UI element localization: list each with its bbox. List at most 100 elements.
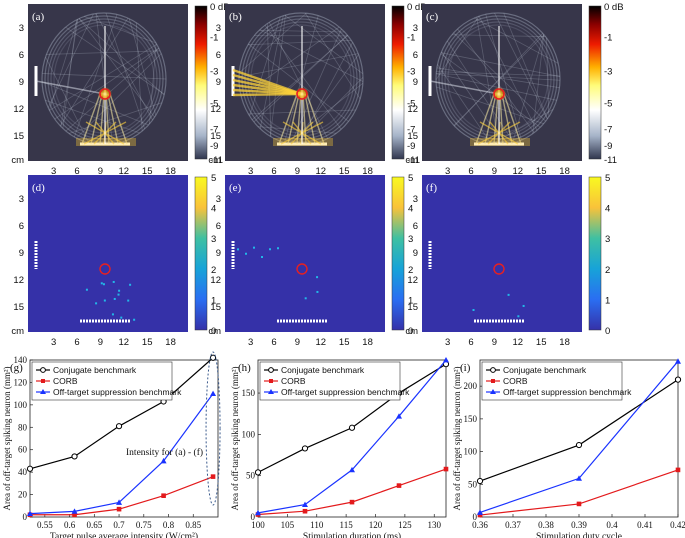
data-point <box>476 477 484 485</box>
data-point <box>396 413 402 419</box>
wave-ray <box>284 14 364 74</box>
map-ytick-label: 3 <box>413 23 418 34</box>
x-tick-label: 0.42 <box>670 520 685 530</box>
bottom-beam <box>107 93 119 145</box>
map-xtick-label: 9 <box>98 337 103 348</box>
legend-marker <box>269 379 273 383</box>
line-chart-h: 100 105 110 115 120 125 130 0 50 100 150 Stimulatio… <box>230 357 450 538</box>
map-ytick-label: 12 <box>210 104 221 115</box>
y-tick-label: 120 <box>14 377 28 387</box>
wave-ray <box>238 53 359 78</box>
wave-ray <box>457 28 535 133</box>
legend-box <box>481 361 623 401</box>
spike-colorbar <box>391 176 405 331</box>
legend-label: Off-target suppression benchmark <box>503 387 632 397</box>
spikemap-panel-f: (f) 5 4 3 2 1 0 <box>422 173 610 337</box>
target-circle <box>493 263 505 275</box>
spike-colorbar-tick: 5 <box>408 173 413 184</box>
legend-box <box>259 361 401 401</box>
panel-label: (a) <box>32 11 45 23</box>
y-tick-label: 0 <box>251 512 256 522</box>
map-xtick-label: 12 <box>513 166 524 177</box>
weak-beam <box>429 80 500 95</box>
map-ytick-label: 6 <box>19 221 24 232</box>
map-ytick-label: 6 <box>216 50 221 61</box>
data-point <box>396 483 402 488</box>
wave-ray <box>135 22 143 132</box>
spikemap-panel-e: (e) 5 4 3 2 1 0 <box>225 173 413 337</box>
data-point <box>576 501 582 507</box>
x-tick-label: 120 <box>369 520 383 530</box>
db-colorbar-tick: -7 <box>210 124 218 135</box>
wave-ray <box>259 15 284 129</box>
legend-marker <box>40 367 46 373</box>
bottom-beam <box>278 93 298 145</box>
x-axis-label: Target pulse average intensity (W/cm²) <box>50 531 198 538</box>
wave-ray <box>503 13 548 119</box>
x-tick-label: 0.7 <box>113 520 125 530</box>
legend-marker <box>268 367 274 373</box>
spike-colorbar <box>588 176 602 331</box>
spikemap-background <box>422 175 582 332</box>
wave-ray <box>49 43 157 111</box>
db-colorbar-tick: -3 <box>210 66 218 77</box>
data-point <box>443 357 449 363</box>
data-point <box>349 499 355 505</box>
bottom-beam <box>109 93 128 145</box>
offtarget-spike <box>113 297 116 300</box>
map-xtick-label: 3 <box>445 166 450 177</box>
map-xtick-label: 18 <box>559 337 570 348</box>
offtarget-spike <box>269 248 271 251</box>
map-xtick-label: 18 <box>362 166 373 177</box>
legend-box <box>31 361 173 401</box>
db-colorbar-tick: -1 <box>604 33 612 44</box>
wave-ray <box>247 40 352 46</box>
wave-ray <box>45 56 90 144</box>
wave-ray <box>78 18 155 118</box>
data-point <box>302 508 308 514</box>
wave-ray <box>268 22 329 139</box>
wave-ray <box>73 14 118 138</box>
map-ytick-label: 12 <box>407 275 418 286</box>
x-tick-label: 110 <box>310 520 324 530</box>
map-ytick-label: 15 <box>407 302 418 313</box>
map-ytick-label: 9 <box>216 77 221 88</box>
x-tick-label: 0.41 <box>637 520 653 530</box>
weak-beam <box>35 80 106 95</box>
spike-colorbar-tick: 1 <box>408 295 413 306</box>
wave-ray <box>474 17 559 64</box>
panel-label: (f) <box>426 182 437 194</box>
map-xtick-label: 12 <box>119 337 130 348</box>
data-point <box>26 465 34 472</box>
data-point <box>301 445 309 452</box>
map-xtick-label: 12 <box>316 166 327 177</box>
legend-label: CORB <box>503 376 528 386</box>
map-xtick-label: 15 <box>339 337 350 348</box>
legend-marker <box>491 379 495 383</box>
wave-ray <box>441 52 561 77</box>
map-ytick-label: 3 <box>216 23 221 34</box>
wave-ray <box>293 54 359 145</box>
map-ytick-label: 15 <box>13 131 24 142</box>
map-xtick-label: 9 <box>98 166 103 177</box>
annotation-text: Intensity for (a) - (f) <box>126 447 203 458</box>
offtarget-spike <box>316 276 319 279</box>
db-colorbar-tick: -3 <box>407 66 415 77</box>
spike-colorbar-tick: 3 <box>605 234 610 245</box>
bottom-beam <box>81 93 101 145</box>
y-tick-label: 150 <box>242 388 256 398</box>
spike-colorbar-tick: 4 <box>408 204 413 215</box>
db-colorbar-tick: -9 <box>210 141 218 152</box>
offtarget-spike <box>522 304 525 307</box>
wave-ray <box>435 15 480 80</box>
db-colorbar-tick: -7 <box>604 124 612 135</box>
data-point <box>116 499 123 505</box>
map-ytick-label: 15 <box>407 131 418 142</box>
map-unit-label: cm <box>405 155 418 166</box>
heatmap-panel-b: (b) 0 dB -1 -3 -5 -7 -9 -11 <box>225 2 427 166</box>
wave-ray <box>78 18 165 96</box>
target-circle <box>99 263 111 275</box>
map-xtick-label: 15 <box>536 166 547 177</box>
wave-ray <box>446 40 515 144</box>
